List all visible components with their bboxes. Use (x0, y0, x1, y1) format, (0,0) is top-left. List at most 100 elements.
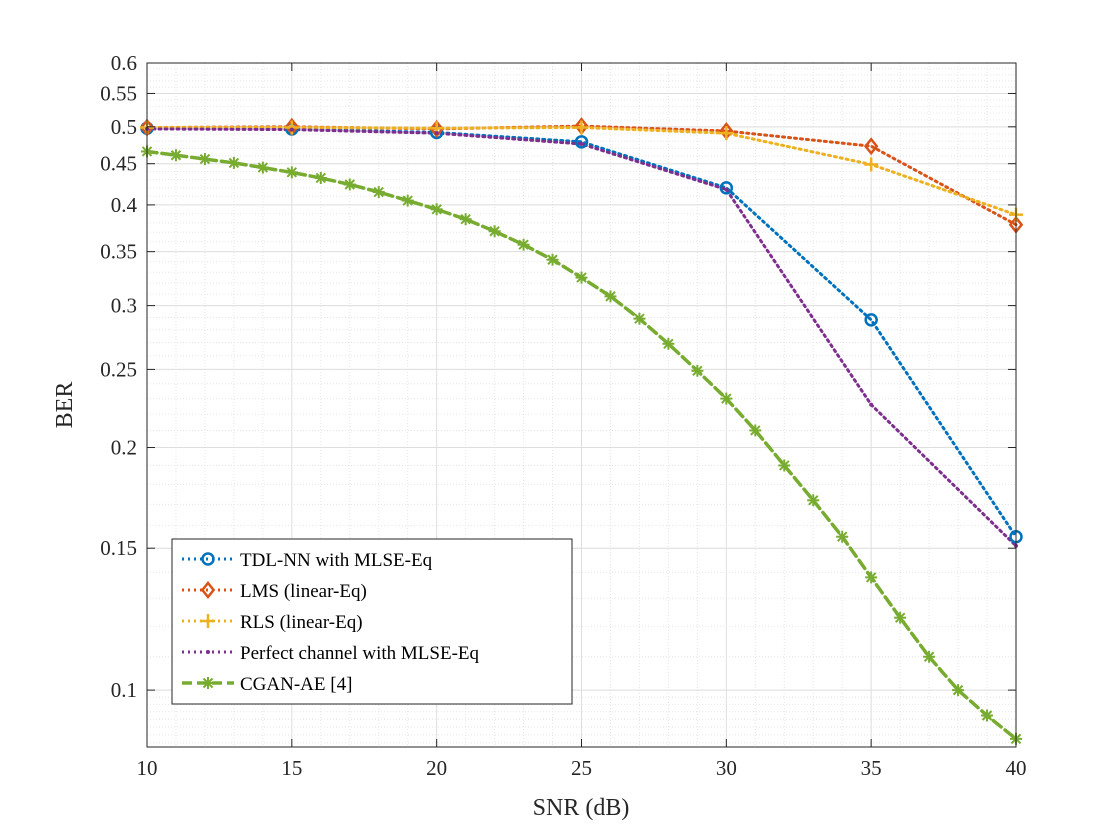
series-markers (139, 117, 1024, 745)
marker-shape (286, 167, 298, 178)
legend-swatch-marker (200, 580, 216, 600)
x-tick-label: 30 (716, 756, 737, 780)
data-point-series-5 (952, 684, 965, 697)
y-tick-label: 0.5 (111, 115, 137, 139)
x-tick-label: 10 (137, 756, 158, 780)
legend-label: TDL-NN with MLSE-Eq (240, 550, 433, 571)
marker-shape (864, 313, 878, 327)
y-tick-label: 0.3 (111, 294, 137, 318)
marker-shape (865, 572, 877, 583)
data-point-series-2 (863, 137, 879, 156)
y-tick-label: 0.35 (100, 240, 137, 264)
marker-shape (663, 338, 674, 349)
data-point-series-2 (429, 119, 444, 138)
marker-shape (692, 365, 703, 377)
data-point-series-5 (285, 166, 298, 179)
x-tick-label: 15 (281, 756, 302, 780)
marker-shape (434, 131, 439, 136)
legend-swatch-marker (201, 552, 215, 566)
marker-shape (574, 135, 589, 149)
data-point-series-5 (749, 424, 762, 437)
marker-shape (894, 612, 906, 623)
legend-label: Perfect channel with MLSE-Eq (240, 643, 480, 664)
x-tick-label: 25 (571, 756, 592, 780)
legend-label: RLS (linear-Eq) (240, 612, 363, 633)
data-point-series-5 (575, 271, 588, 284)
marker-shape (605, 291, 616, 302)
data-point-series-5 (691, 364, 704, 377)
data-point-series-4 (869, 402, 874, 407)
data-point-series-5 (256, 161, 269, 174)
marker-shape (460, 213, 471, 225)
marker-shape (315, 172, 327, 184)
data-point-series-3 (574, 120, 589, 135)
marker-shape (719, 181, 734, 195)
marker-shape (724, 187, 729, 192)
marker-shape (808, 495, 819, 506)
marker-shape (289, 127, 294, 132)
marker-shape (981, 710, 993, 721)
legend-entry: CGAN-AE [4] (182, 674, 352, 695)
marker-shape (634, 313, 645, 324)
data-point-series-5 (604, 290, 617, 303)
marker-shape (402, 195, 413, 206)
data-point-series-3 (284, 120, 299, 135)
data-point-series-5 (169, 149, 182, 162)
marker-shape (721, 393, 732, 404)
y-tick-label: 0.55 (100, 81, 137, 105)
marker-shape (201, 552, 215, 566)
y-tick-label: 0.15 (100, 536, 137, 560)
data-point-series-4 (289, 127, 294, 132)
legend-entry: Perfect channel with MLSE-Eq (182, 643, 480, 664)
legend-entry: RLS (linear-Eq) (182, 612, 363, 633)
y-axis-label: BER (52, 382, 78, 429)
data-point-series-5 (227, 156, 240, 169)
y-tick-label: 0.4 (111, 193, 138, 217)
marker-shape (489, 226, 500, 237)
marker-shape (518, 239, 529, 250)
data-point-series-5 (662, 337, 675, 350)
x-tick-label: 35 (861, 756, 882, 780)
data-point-series-4 (579, 142, 584, 147)
data-point-series-5 (546, 253, 559, 266)
data-point-series-5 (198, 153, 211, 166)
marker-shape (863, 137, 879, 156)
y-tick-label: 0.25 (100, 357, 137, 381)
data-point-series-5 (807, 494, 820, 507)
marker-shape (836, 531, 848, 542)
marker-shape (257, 162, 269, 173)
data-point-series-5 (343, 178, 356, 191)
data-point-series-5 (488, 225, 501, 238)
data-point-series-5 (836, 530, 849, 543)
legend-label: LMS (linear-Eq) (240, 581, 367, 602)
data-point-series-5 (372, 186, 385, 199)
marker-shape (576, 272, 587, 283)
marker-shape (923, 651, 935, 662)
marker-shape (228, 157, 240, 169)
data-point-series-5 (459, 213, 472, 226)
data-point-series-5 (865, 571, 878, 584)
marker-shape (779, 460, 790, 471)
data-point-series-5 (981, 709, 994, 722)
data-point-series-1 (574, 135, 589, 149)
data-point-series-3 (864, 157, 879, 172)
ticks: 10 15 20 25 30 35 40 0.1 0.15 0.2 0.25 0.3 0.35 0.4 0.… (100, 51, 1026, 780)
marker-shape (373, 186, 384, 198)
data-point-series-1 (864, 313, 878, 327)
data-point-series-1 (719, 181, 734, 195)
legend-entry: LMS (linear-Eq) (182, 580, 367, 602)
marker-shape (344, 179, 355, 190)
y-tick-label: 0.1 (111, 678, 137, 702)
y-tick-label: 0.45 (100, 152, 137, 176)
marker-shape (431, 204, 442, 215)
legend-box (171, 538, 573, 705)
data-point-series-5 (430, 203, 443, 216)
marker-shape (170, 150, 182, 161)
data-point-series-5 (517, 238, 530, 251)
x-axis-label: SNR (dB) (533, 795, 630, 821)
legend-swatch-marker (202, 677, 214, 689)
data-point-series-5 (401, 194, 414, 207)
data-point-series-3 (719, 126, 734, 141)
data-point-series-5 (720, 392, 733, 405)
